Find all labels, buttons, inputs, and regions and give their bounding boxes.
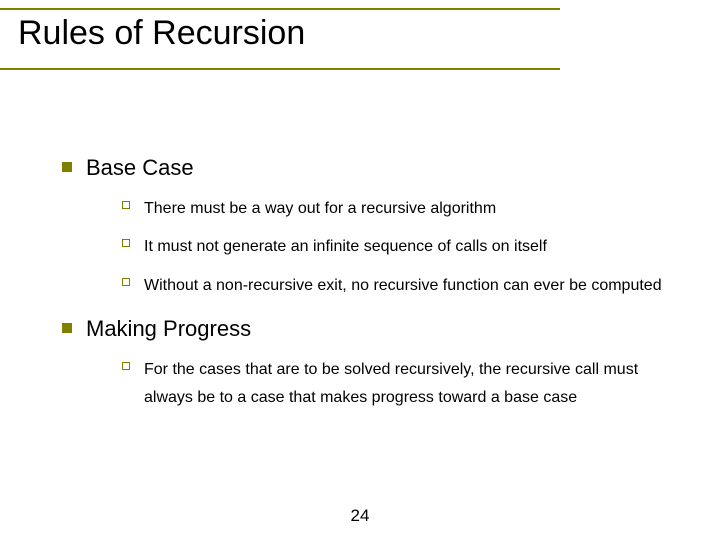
square-outline-bullet-icon <box>122 201 130 209</box>
bullet-text: It must not generate an infinite sequenc… <box>144 233 547 262</box>
page-number: 24 <box>0 506 720 526</box>
square-bullet-icon <box>62 323 72 333</box>
square-outline-bullet-icon <box>122 239 130 247</box>
bullet-level2: It must not generate an infinite sequenc… <box>122 233 690 262</box>
bullet-level2: Without a non-recursive exit, no recursi… <box>122 272 690 301</box>
bullet-text: Without a non-recursive exit, no recursi… <box>144 272 662 301</box>
slide-title: Rules of Recursion <box>18 10 542 58</box>
slide-content: Base Case There must be a way out for a … <box>40 140 690 419</box>
bullet-level1: Base Case <box>40 154 690 183</box>
title-box: Rules of Recursion <box>0 8 560 70</box>
bullet-text: Making Progress <box>86 315 251 344</box>
bullet-level2: There must be a way out for a recursive … <box>122 195 690 224</box>
bullet-text: There must be a way out for a recursive … <box>144 195 496 224</box>
square-bullet-icon <box>62 162 72 172</box>
square-outline-bullet-icon <box>122 362 130 370</box>
bullet-level1: Making Progress <box>40 315 690 344</box>
square-outline-bullet-icon <box>122 278 130 286</box>
slide: Rules of Recursion Base Case There must … <box>0 0 720 540</box>
bullet-text: For the cases that are to be solved recu… <box>144 356 690 414</box>
bullet-text: Base Case <box>86 154 194 183</box>
bullet-level2: For the cases that are to be solved recu… <box>122 356 690 414</box>
